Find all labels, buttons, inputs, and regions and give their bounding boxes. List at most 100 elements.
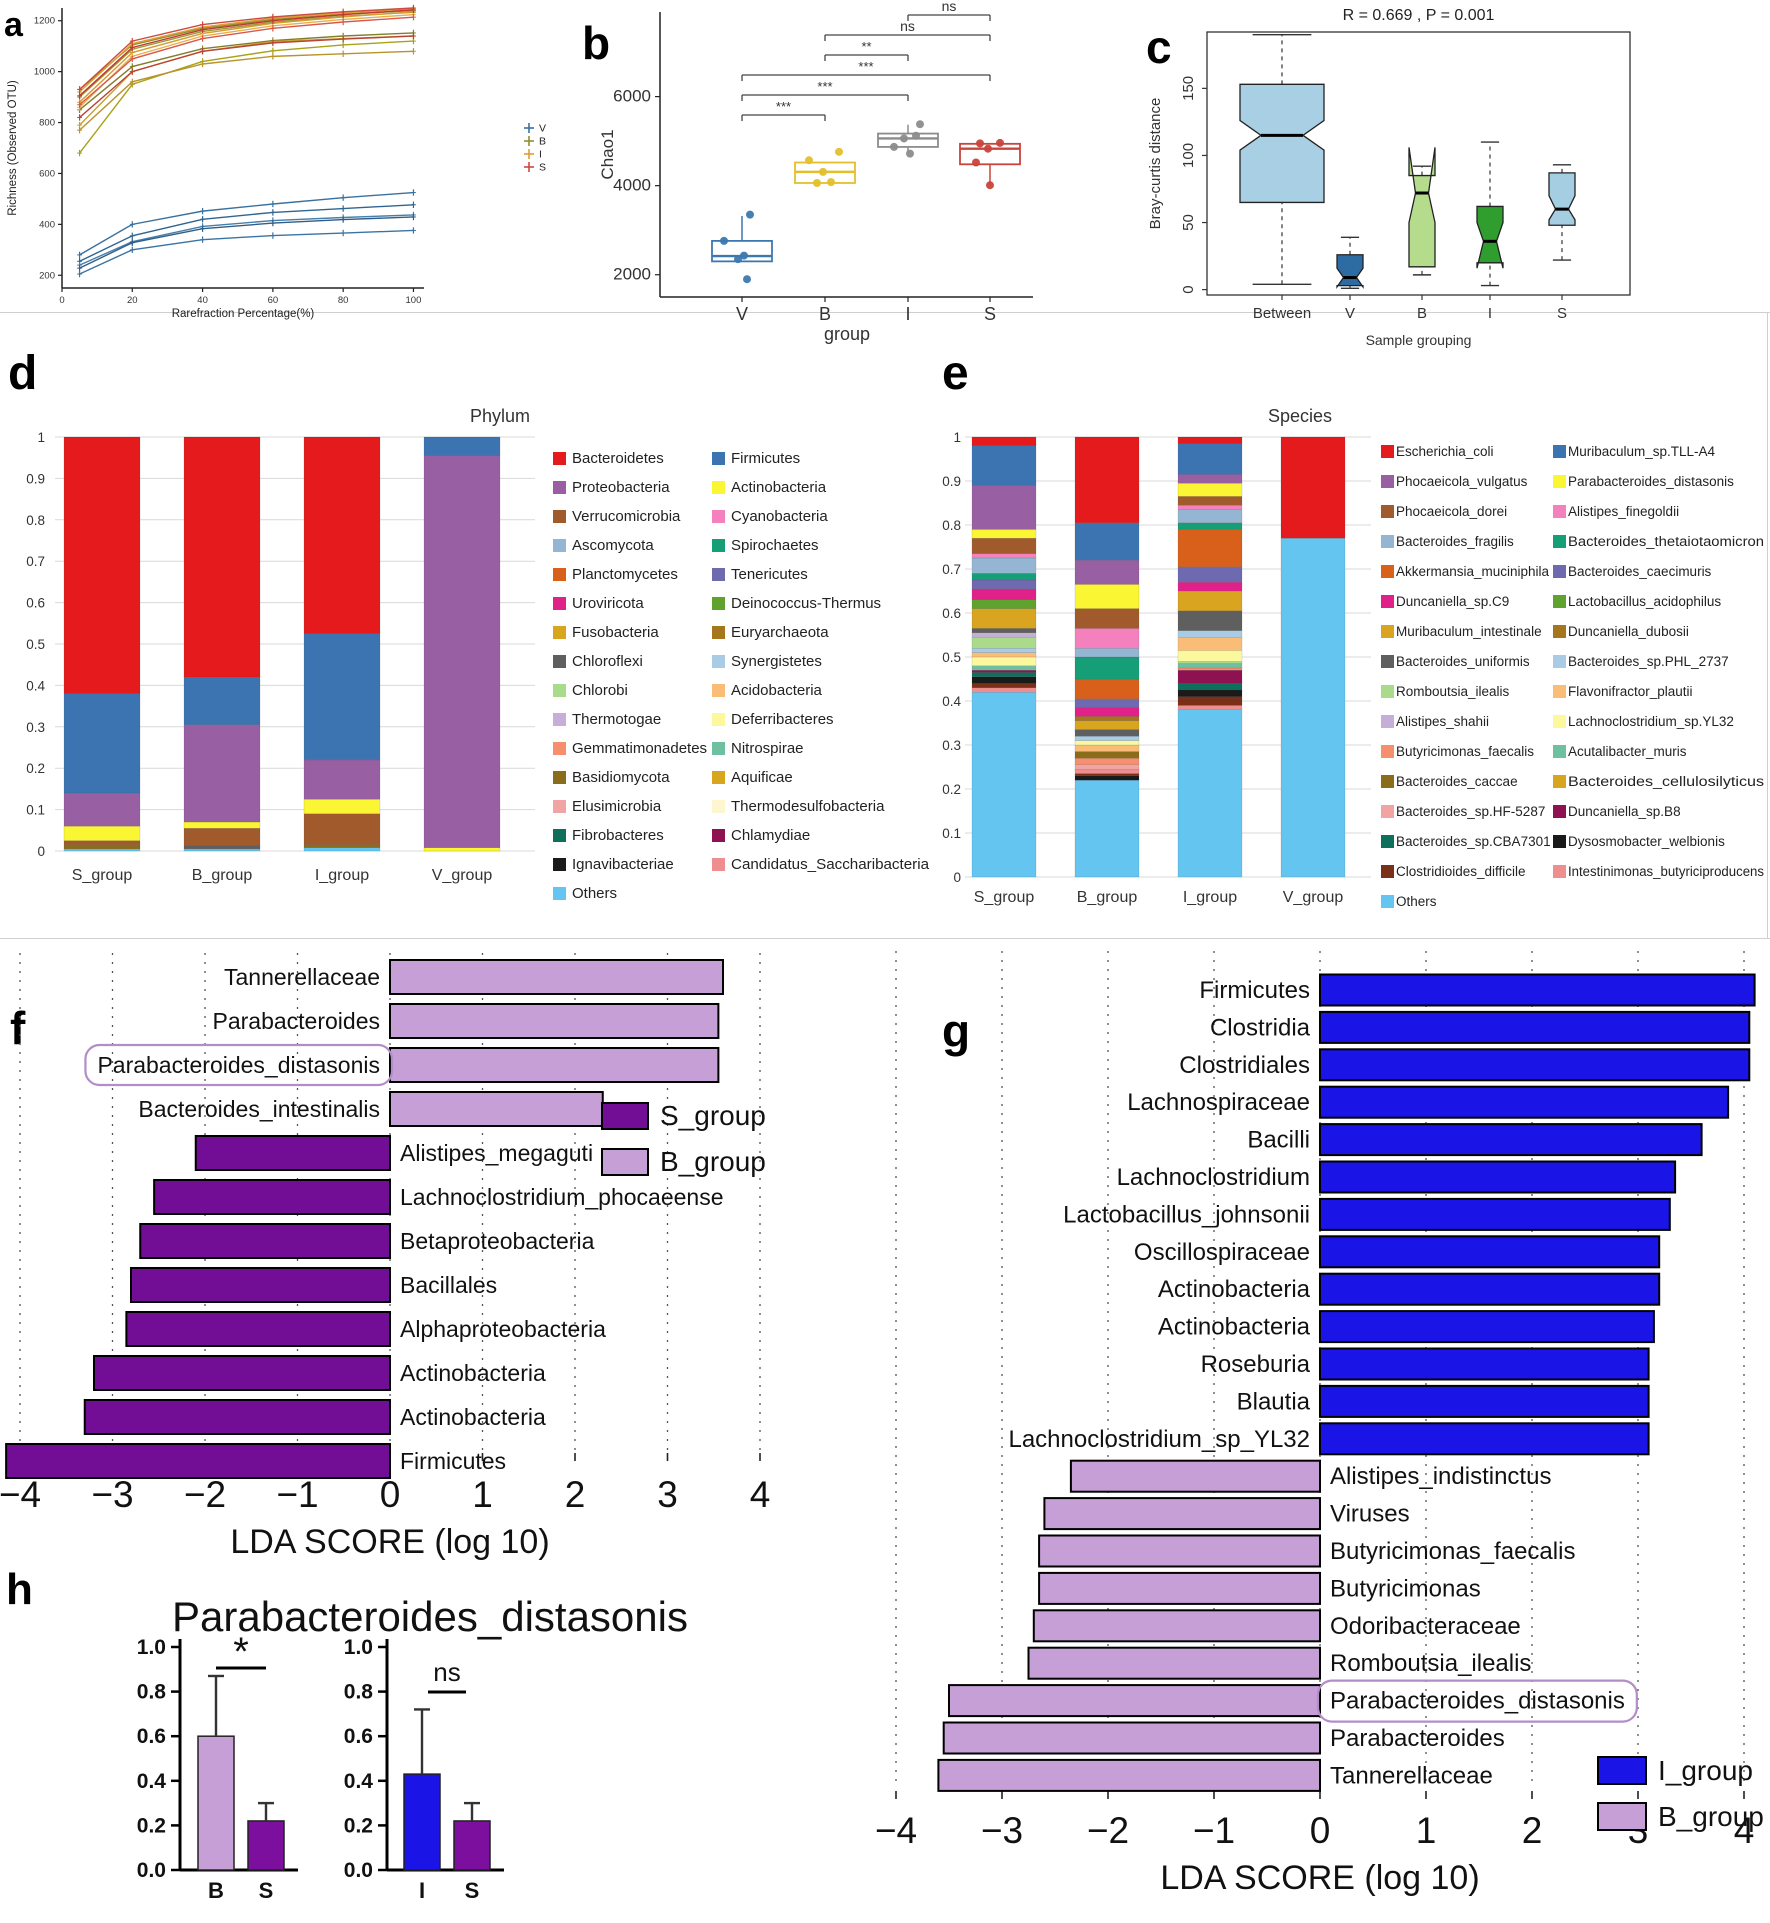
svg-text:Basidiomycota: Basidiomycota bbox=[572, 769, 670, 786]
svg-text:1200: 1200 bbox=[34, 16, 55, 27]
svg-text:Fibrobacteres: Fibrobacteres bbox=[572, 827, 664, 844]
svg-text:−3: −3 bbox=[981, 1810, 1023, 1851]
svg-text:Parabacteroides: Parabacteroides bbox=[1330, 1725, 1505, 1752]
svg-text:0.9: 0.9 bbox=[942, 474, 961, 489]
d-stacked-plot: Phylum 1 0.9 0.8 0.7 0.6 0.5 0.4 0.3 0.2 0.1 0 S_gro… bbox=[26, 406, 535, 884]
svg-text:0: 0 bbox=[380, 1474, 401, 1515]
svg-text:Parabacteroides: Parabacteroides bbox=[213, 1008, 381, 1034]
svg-text:***: *** bbox=[858, 59, 873, 74]
svg-text:1: 1 bbox=[472, 1474, 493, 1515]
svg-text:Gemmatimonadetes: Gemmatimonadetes bbox=[572, 740, 707, 757]
svg-text:1: 1 bbox=[1416, 1810, 1437, 1851]
svg-text:2: 2 bbox=[565, 1474, 586, 1515]
svg-text:Actinobacteria: Actinobacteria bbox=[1158, 1314, 1311, 1341]
svg-text:Dysosmobacter_welbionis: Dysosmobacter_welbionis bbox=[1568, 834, 1725, 849]
svg-text:50: 50 bbox=[1180, 214, 1197, 231]
e-stacked-plot: Species 1 0.9 0.8 0.7 0.6 0.5 0.4 0.3 0.2 0.1 0 S_gr… bbox=[942, 406, 1371, 906]
svg-text:Oscillospiraceae: Oscillospiraceae bbox=[1134, 1239, 1310, 1266]
svg-text:Clostridioides_difficile: Clostridioides_difficile bbox=[1396, 864, 1526, 879]
panel-label-e: e bbox=[942, 347, 969, 400]
svg-text:Betaproteobacteria: Betaproteobacteria bbox=[400, 1228, 595, 1254]
svg-text:Bacteroides_thetaiotaomicron: Bacteroides_thetaiotaomicron bbox=[1568, 534, 1764, 549]
svg-text:Bacteroides_sp.PHL_2737: Bacteroides_sp.PHL_2737 bbox=[1568, 654, 1729, 669]
svg-text:Others: Others bbox=[572, 885, 617, 902]
svg-text:0.2: 0.2 bbox=[344, 1814, 373, 1837]
svg-text:0.6: 0.6 bbox=[26, 596, 45, 611]
svg-text:Romboutsia_ilealis: Romboutsia_ilealis bbox=[1330, 1650, 1531, 1677]
svg-text:Parabacteroides_distasonis: Parabacteroides_distasonis bbox=[172, 1593, 688, 1640]
panel-label-b: b bbox=[582, 17, 611, 69]
svg-text:Spirochaetes: Spirochaetes bbox=[731, 537, 819, 554]
rarefaction-plot: 200 400 600 800 1000 1200 0 20 40 60 80 100 Rarefrac… bbox=[7, 4, 424, 320]
svg-text:40: 40 bbox=[197, 295, 208, 306]
svg-text:Nitrospirae: Nitrospirae bbox=[731, 740, 804, 757]
svg-text:Chao1: Chao1 bbox=[598, 129, 617, 179]
svg-text:S: S bbox=[259, 1878, 274, 1903]
svg-text:ns: ns bbox=[433, 1657, 460, 1687]
svg-text:Firmicutes: Firmicutes bbox=[400, 1448, 506, 1474]
panel-label-f: f bbox=[10, 1002, 26, 1054]
svg-text:Alphaproteobacteria: Alphaproteobacteria bbox=[400, 1316, 606, 1342]
svg-text:Phocaeicola_dorei: Phocaeicola_dorei bbox=[1396, 504, 1507, 519]
svg-text:B_group: B_group bbox=[192, 867, 253, 884]
svg-text:0: 0 bbox=[1180, 285, 1197, 293]
svg-text:V: V bbox=[736, 304, 748, 324]
svg-text:ns: ns bbox=[942, 0, 957, 14]
svg-text:800: 800 bbox=[39, 118, 55, 129]
svg-text:400: 400 bbox=[39, 219, 55, 230]
svg-text:Clostridiales: Clostridiales bbox=[1179, 1052, 1310, 1079]
svg-text:4000: 4000 bbox=[613, 176, 651, 195]
svg-text:B: B bbox=[539, 136, 546, 148]
svg-text:0.2: 0.2 bbox=[137, 1814, 166, 1837]
svg-text:Parabacteroides_distasonis: Parabacteroides_distasonis bbox=[1330, 1688, 1625, 1715]
svg-text:1.0: 1.0 bbox=[344, 1636, 373, 1659]
svg-text:Butyricimonas_faecalis: Butyricimonas_faecalis bbox=[1396, 744, 1534, 759]
d-legend: Bacteroidetes Proteobacteria Verrucomicrob… bbox=[553, 450, 930, 902]
svg-text:Richness (Observed OTU): Richness (Observed OTU) bbox=[7, 80, 19, 216]
svg-text:4: 4 bbox=[750, 1474, 771, 1515]
svg-text:0.6: 0.6 bbox=[137, 1725, 166, 1748]
svg-text:3: 3 bbox=[657, 1474, 678, 1515]
svg-text:Duncaniella_dubosii: Duncaniella_dubosii bbox=[1568, 624, 1689, 639]
svg-text:Bacteroides_intestinalis: Bacteroides_intestinalis bbox=[138, 1096, 380, 1122]
svg-text:0: 0 bbox=[953, 870, 961, 885]
svg-text:S: S bbox=[465, 1878, 480, 1903]
svg-text:I: I bbox=[905, 304, 910, 324]
svg-text:Thermotogae: Thermotogae bbox=[572, 711, 661, 728]
svg-text:Lachnospiraceae: Lachnospiraceae bbox=[1127, 1089, 1310, 1116]
svg-text:0: 0 bbox=[37, 844, 45, 859]
band-divider-top bbox=[0, 312, 1770, 313]
svg-text:80: 80 bbox=[338, 295, 349, 306]
g-legend: I_group B_group bbox=[1597, 1755, 1764, 1832]
svg-text:Flavonifractor_plautii: Flavonifractor_plautii bbox=[1568, 684, 1693, 699]
svg-text:LDA SCORE (log 10): LDA SCORE (log 10) bbox=[1160, 1859, 1479, 1897]
svg-text:Species: Species bbox=[1268, 406, 1332, 426]
svg-text:Others: Others bbox=[1396, 894, 1437, 909]
svg-text:Bacillales: Bacillales bbox=[400, 1272, 497, 1298]
svg-text:1000: 1000 bbox=[34, 67, 55, 78]
svg-text:B_group: B_group bbox=[1077, 889, 1138, 906]
svg-text:Acutalibacter_muris: Acutalibacter_muris bbox=[1568, 744, 1687, 759]
svg-text:Planctomycetes: Planctomycetes bbox=[572, 566, 678, 583]
svg-text:S: S bbox=[539, 162, 546, 174]
panel-h-abundance-bars: Parabacteroides_distasonis 1.0 0.8 0.6 0.4 0.… bbox=[0, 1565, 720, 1923]
svg-text:0.4: 0.4 bbox=[137, 1770, 167, 1793]
svg-text:600: 600 bbox=[39, 168, 55, 179]
svg-text:0: 0 bbox=[59, 295, 64, 306]
svg-text:V_group: V_group bbox=[432, 867, 493, 884]
svg-text:Actinobacteria: Actinobacteria bbox=[731, 479, 827, 496]
svg-text:B_group: B_group bbox=[660, 1146, 766, 1177]
svg-text:Alistipes_indistinctus: Alistipes_indistinctus bbox=[1330, 1463, 1551, 1490]
svg-text:I_group: I_group bbox=[1658, 1755, 1753, 1786]
panel-label-c: c bbox=[1146, 21, 1172, 73]
svg-text:Bacteroides_fragilis: Bacteroides_fragilis bbox=[1396, 534, 1514, 549]
svg-text:Butyricimonas: Butyricimonas bbox=[1330, 1575, 1481, 1602]
svg-text:S_group: S_group bbox=[974, 889, 1035, 906]
svg-text:Firmicutes: Firmicutes bbox=[1199, 977, 1310, 1004]
svg-text:V: V bbox=[539, 123, 546, 135]
panel-a-rarefaction-curves: 200 400 600 800 1000 1200 0 20 40 60 80 100 Rarefrac… bbox=[0, 0, 562, 322]
svg-text:**: ** bbox=[861, 39, 871, 54]
